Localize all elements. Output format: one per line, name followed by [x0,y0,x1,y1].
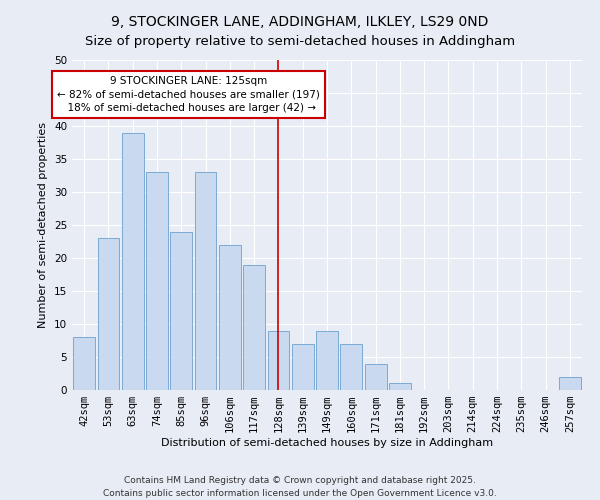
Bar [122,132,143,390]
Bar [559,377,581,390]
Bar [316,330,338,390]
Bar [365,364,386,390]
Bar [194,172,217,390]
X-axis label: Distribution of semi-detached houses by size in Addingham: Distribution of semi-detached houses by … [161,438,493,448]
Text: Contains HM Land Registry data © Crown copyright and database right 2025.
Contai: Contains HM Land Registry data © Crown c… [103,476,497,498]
Bar [146,172,168,390]
Bar [170,232,192,390]
Bar [73,337,95,390]
Bar [292,344,314,390]
Bar [219,245,241,390]
Y-axis label: Number of semi-detached properties: Number of semi-detached properties [38,122,49,328]
Text: 9 STOCKINGER LANE: 125sqm
← 82% of semi-detached houses are smaller (197)
  18% : 9 STOCKINGER LANE: 125sqm ← 82% of semi-… [57,76,320,113]
Bar [97,238,119,390]
Bar [340,344,362,390]
Text: 9, STOCKINGER LANE, ADDINGHAM, ILKLEY, LS29 0ND: 9, STOCKINGER LANE, ADDINGHAM, ILKLEY, L… [112,15,488,29]
Bar [389,384,411,390]
Bar [268,330,289,390]
Bar [243,264,265,390]
Text: Size of property relative to semi-detached houses in Addingham: Size of property relative to semi-detach… [85,35,515,48]
